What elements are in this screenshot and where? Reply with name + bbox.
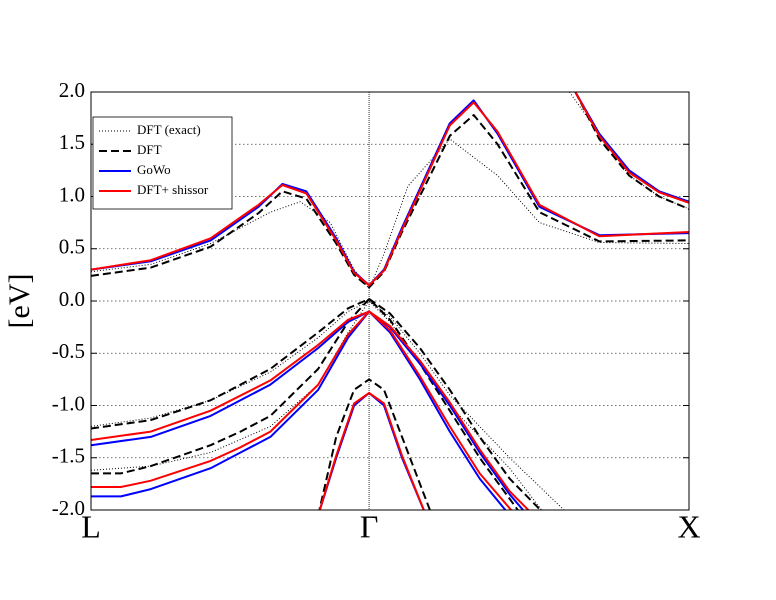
x-tick-label: X [677,508,700,544]
y-tick-label: 0.0 [59,287,85,311]
legend-label: DFT (exact) [137,122,201,137]
y-tick-label: -1.0 [52,391,85,415]
y-tick-label: 1.5 [59,130,85,154]
legend-label: GoWo [137,162,171,177]
y-tick-label: 1.0 [59,182,85,206]
legend-label: DFT [137,142,162,157]
y-tick-label: 2.0 [59,78,85,102]
legend-label: DFT+ shissor [137,182,209,197]
band-line [91,92,689,510]
y-tick-label: 0.5 [59,235,85,259]
x-tick-label: Γ [360,508,379,544]
y-axis-label: [eV] [3,274,36,329]
y-tick-label: -2.0 [52,496,85,520]
y-tick-label: -0.5 [52,339,85,363]
y-tick-label: -1.5 [52,444,85,468]
plot-frame [90,91,690,511]
legend-box [92,116,233,210]
x-tick-label: L [81,508,101,544]
plot-lines [91,92,689,510]
band-line [91,92,689,510]
